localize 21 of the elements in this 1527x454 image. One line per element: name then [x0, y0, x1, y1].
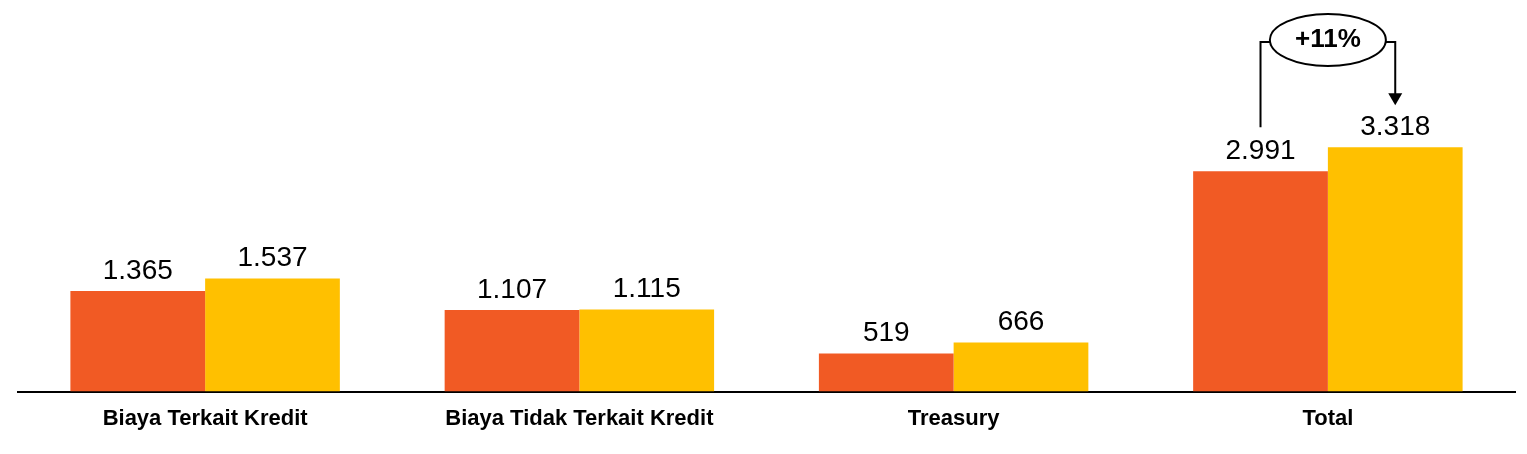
bar	[579, 309, 715, 392]
data-label: 1.115	[612, 272, 681, 304]
bar	[1193, 171, 1328, 392]
data-label: 519	[862, 316, 910, 348]
bar	[953, 342, 1089, 392]
bar	[1327, 147, 1463, 392]
x-tick-label: Biaya Tidak Terkait Kredit	[445, 404, 715, 430]
bar	[70, 291, 206, 392]
data-label: 1.365	[102, 253, 173, 285]
data-label: 666	[997, 305, 1045, 337]
data-label: 1.107	[476, 272, 548, 304]
bar	[205, 278, 340, 392]
data-label: 3.318	[1360, 109, 1431, 141]
x-tick-label: Total	[1302, 404, 1354, 430]
bar	[818, 353, 954, 392]
bar	[444, 310, 580, 392]
x-tick-label: Treasury	[907, 404, 1001, 430]
data-label: 1.537	[237, 241, 308, 273]
x-tick-label: Biaya Terkait Kredit	[102, 404, 309, 430]
data-label: 2.991	[1225, 134, 1296, 166]
text: +11%	[1294, 23, 1361, 54]
